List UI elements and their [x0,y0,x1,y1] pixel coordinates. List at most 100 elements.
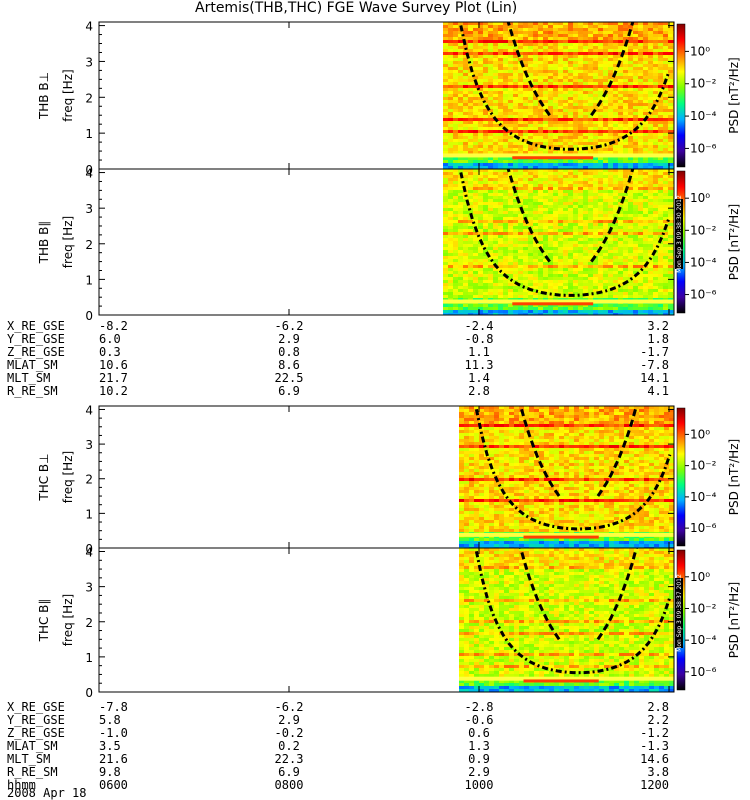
spectrogram-cell [568,127,573,130]
spectrogram-cell [588,295,593,298]
spectrogram-cell [568,40,573,43]
spectrogram-cell [493,166,498,169]
spectrogram-cell [458,31,463,34]
spectrogram-cell [543,160,548,163]
spectrogram-cell [658,271,663,274]
spectrogram-cell [493,85,498,88]
spectrogram-cell [479,499,484,502]
spectrogram-cell [473,112,478,115]
spectrogram-cell [508,271,513,274]
spectrogram-cell [633,229,638,232]
spectrogram-cell [578,94,583,97]
spectrogram-cell [668,112,673,115]
spectrogram-cell [513,67,518,70]
spectrogram-cell [498,28,503,31]
spectrogram-cell [578,211,583,214]
spectrogram-cell [643,49,648,52]
spectrogram-cell [493,49,498,52]
spectrogram-cell [573,244,578,247]
spectrogram-cell [478,43,483,46]
spectrogram-cell [528,124,533,127]
spectrogram-cell [478,295,483,298]
spectrogram-cell [583,31,588,34]
spectrogram-cell [663,166,668,169]
spectrogram-cell [568,70,573,73]
spectrogram-cell [618,31,623,34]
spectrogram-cell [459,499,464,502]
spectrogram-cell [648,223,653,226]
spectrogram-cell [538,292,543,295]
spectrogram-cell [598,103,603,106]
spectrogram-cell [643,313,648,315]
spectrogram-cell [563,187,568,190]
spectrogram-cell [488,199,493,202]
spectrogram-cell [468,115,473,118]
spectrogram-cell [628,214,633,217]
spectrogram-cell [643,253,648,256]
spectrogram-cell [618,106,623,109]
spectrogram-cell [568,187,573,190]
spectrogram-cell [458,97,463,100]
spectrogram-cell [533,100,538,103]
spectrogram-cell [518,112,523,115]
spectrogram-cell [458,199,463,202]
spectrogram-cell [523,55,528,58]
spectrogram-cell [593,49,598,52]
spectrogram-cell [448,127,453,130]
spectrogram-cell [523,160,528,163]
spectrogram-cell [598,184,603,187]
spectrogram-cell [463,304,468,307]
harmonic-curve-right [590,169,635,263]
spectrogram-cell [603,43,608,46]
spectrogram-cell [548,187,553,190]
spectrogram-cell [469,487,474,490]
spectrogram-cell [548,121,553,124]
spectrogram-cell [573,310,578,313]
spectrogram-cell [583,91,588,94]
spectrogram-cell [513,241,518,244]
spectrogram-cell [493,295,498,298]
spectrogram-cell [473,31,478,34]
spectrogram-cell [468,166,473,169]
spectrogram-cell [523,307,528,310]
spectrogram-cell [453,82,458,85]
spectrogram-cell [469,463,474,466]
spectrogram-cell [528,115,533,118]
spectrogram-cell [463,196,468,199]
spectrogram-cell [613,61,618,64]
spectrogram-cell [553,160,558,163]
spectrogram-cell [543,214,548,217]
spectrogram-cell [469,424,474,427]
spectrogram-cell [608,205,613,208]
spectrogram-cell [478,256,483,259]
spectrogram-cell [663,286,668,289]
spectrogram-cell [643,181,648,184]
spectrogram-cell [553,40,558,43]
spectrogram-cell [563,259,568,262]
spectrogram-cell [583,298,588,301]
spectrogram-cell [618,34,623,37]
spectrogram-cell [513,181,518,184]
spectrogram-cell [663,262,668,265]
spectrogram-cell [518,166,523,169]
spectrogram-cell [598,283,603,286]
spectrogram-cell [653,91,658,94]
spectrogram-cell [628,160,633,163]
spectrogram-cell [548,211,553,214]
spectrogram-cell [568,64,573,67]
spectrogram-cell [563,64,568,67]
spectrogram-cell [469,505,474,508]
spectrogram-cell [453,214,458,217]
spectrogram-cell [603,199,608,202]
spectrogram-cell [653,175,658,178]
spectrogram-cell [668,205,673,208]
spectrogram-cell [528,133,533,136]
spectrogram-cell [508,67,513,70]
spectrogram-cell [479,544,484,547]
spectrogram-cell [563,247,568,250]
spectrogram-cell [618,214,623,217]
spectrogram-cell [578,223,583,226]
spectrogram-cell [478,85,483,88]
spectrogram-cell [583,172,588,175]
spectrogram-cell [618,112,623,115]
